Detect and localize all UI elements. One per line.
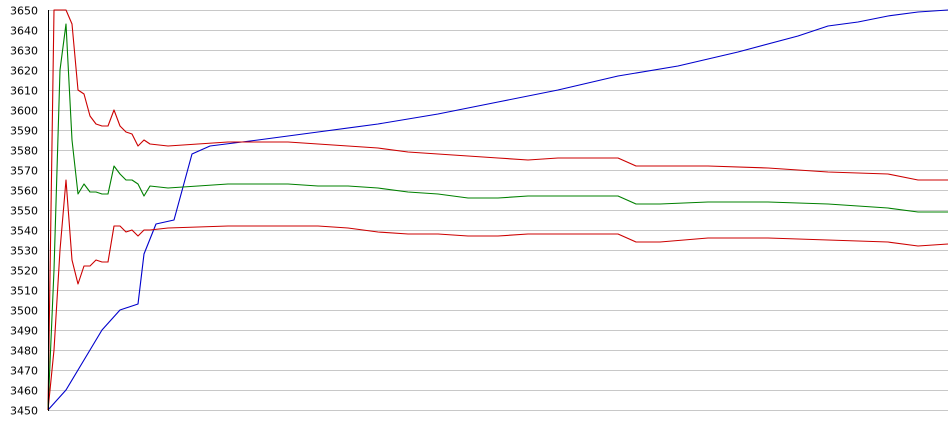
y-tick-label: 3450 [10, 405, 38, 418]
y-tick-label: 3510 [10, 285, 38, 298]
series-line-1 [47, 9, 949, 411]
y-tick-label: 3610 [10, 85, 38, 98]
series-lines [47, 9, 949, 411]
y-axis-tick-labels: 3450 3460 3470 3480 3490 3500 3510 3520 3530 3540… [10, 5, 38, 418]
y-tick-label: 3560 [10, 185, 38, 198]
y-tick-label: 3530 [10, 245, 38, 258]
y-tick-label: 3470 [10, 365, 38, 378]
y-tick-label: 3600 [10, 105, 38, 118]
y-tick-label: 3540 [10, 225, 38, 238]
y-tick-label: 3460 [10, 385, 38, 398]
y-tick-label: 3650 [10, 5, 38, 18]
y-tick-label: 3630 [10, 45, 38, 58]
y-tick-label: 3570 [10, 165, 38, 178]
series-line-4 [47, 179, 949, 411]
y-tick-label: 3520 [10, 265, 38, 278]
series-line-3 [47, 23, 948, 411]
y-tick-label: 3550 [10, 205, 38, 218]
y-tick-label: 3500 [10, 305, 38, 318]
y-tick-label: 3480 [10, 345, 38, 358]
y-tick-label: 3580 [10, 145, 38, 158]
y-tick-label: 3620 [10, 65, 38, 78]
gridlines [48, 10, 948, 411]
y-tick-label: 3640 [10, 25, 38, 38]
y-tick-label: 3590 [10, 125, 38, 138]
series-line-2 [47, 9, 948, 411]
y-tick-label: 3490 [10, 325, 38, 338]
